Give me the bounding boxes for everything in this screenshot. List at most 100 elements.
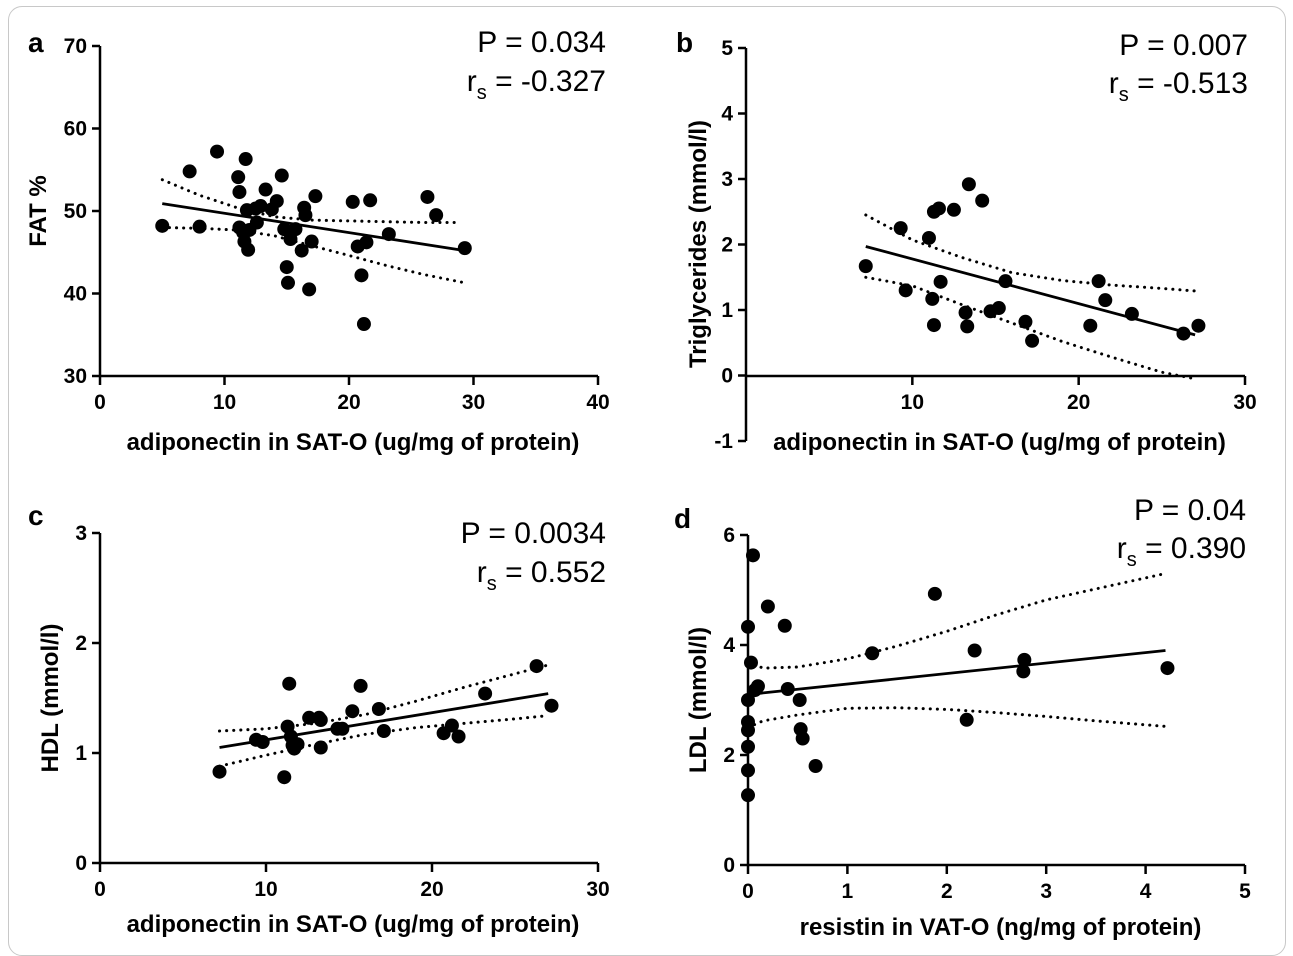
data-point <box>238 152 253 167</box>
data-point <box>277 770 292 785</box>
data-point <box>1098 293 1113 308</box>
data-point <box>274 168 289 183</box>
data-point <box>741 693 755 707</box>
data-point <box>795 731 810 746</box>
ci-lower-band <box>218 714 550 768</box>
x-tick-label: 10 <box>901 391 924 414</box>
data-point <box>946 202 961 217</box>
y-axis-label: Triglycerides (mmol/l) <box>685 120 712 368</box>
data-point <box>192 219 207 234</box>
y-tick-label: 0 <box>75 852 87 875</box>
data-point <box>288 222 303 237</box>
x-tick-label: 40 <box>586 391 609 414</box>
data-point <box>345 194 360 209</box>
data-point <box>308 189 323 204</box>
chart-panel-a: 30 40 50 60 70 0 10 20 30 40 adiponectin in SAT-O … <box>25 26 610 456</box>
data-point <box>858 259 873 274</box>
regression-line <box>865 245 1196 337</box>
panel-letter: c <box>28 500 44 531</box>
ci-upper-band <box>160 178 461 224</box>
data-point <box>925 291 940 306</box>
data-point <box>998 274 1013 289</box>
data-point <box>1083 318 1098 333</box>
data-point <box>792 693 807 707</box>
data-point <box>741 723 755 738</box>
data-point <box>451 729 466 744</box>
data-point <box>294 243 309 258</box>
data-point <box>1091 274 1106 289</box>
r-subscript: s <box>1119 84 1129 106</box>
p-value-label: P = 0.0034 <box>461 517 606 550</box>
data-point <box>1176 326 1191 341</box>
y-tick-label: 6 <box>723 524 735 547</box>
x-tick-label: 0 <box>742 880 754 903</box>
x-tick-label: 20 <box>1067 391 1090 414</box>
data-point <box>282 676 297 691</box>
x-tick-label: 3 <box>1040 880 1052 903</box>
data-point <box>155 218 170 233</box>
ci-lower-band <box>746 706 1167 729</box>
data-point <box>253 199 268 214</box>
x-tick-label: 10 <box>254 878 277 901</box>
data-point <box>1160 661 1175 676</box>
data-point <box>304 234 319 249</box>
ci-lower-band <box>160 226 467 285</box>
data-point <box>313 713 328 727</box>
correlation-label: rs = 0.390 <box>1117 532 1246 571</box>
y-tick-label: 70 <box>64 35 87 58</box>
data-point <box>750 679 765 694</box>
y-tick-label: 3 <box>75 522 87 545</box>
y-axis-label: FAT % <box>25 175 52 247</box>
data-point <box>269 194 284 209</box>
data-point <box>354 268 369 283</box>
data-point <box>961 177 976 192</box>
data-point <box>231 170 246 185</box>
ci-upper-band <box>864 213 1197 293</box>
data-point <box>544 698 559 713</box>
r-symbol: r <box>1117 532 1127 565</box>
data-point <box>212 764 227 779</box>
ci-lower-band <box>864 275 1197 381</box>
data-point <box>927 586 942 601</box>
data-point <box>529 659 544 674</box>
data-point <box>741 739 755 754</box>
data-point <box>376 724 391 738</box>
data-point <box>258 182 273 197</box>
data-point <box>457 241 472 256</box>
x-tick-label: 20 <box>420 878 443 901</box>
y-tick-label: 50 <box>64 200 87 223</box>
x-axis-label: adiponectin in SAT-O (ug/mg of protein) <box>127 911 580 938</box>
y-tick-label: 1 <box>75 742 87 765</box>
regression-line <box>162 202 466 252</box>
x-tick-label: 4 <box>1140 880 1152 903</box>
data-point <box>279 260 294 275</box>
data-point <box>241 242 256 257</box>
x-tick-label: 0 <box>94 878 106 901</box>
data-point <box>933 274 948 289</box>
panel-letter: a <box>28 27 44 58</box>
correlation-label: rs = -0.327 <box>467 65 606 104</box>
y-tick-label: 30 <box>64 365 87 388</box>
regression-line <box>747 649 1166 696</box>
data-point <box>335 721 350 736</box>
data-point <box>232 185 247 200</box>
data-point <box>249 215 264 230</box>
r-value: = 0.552 <box>497 556 606 589</box>
y-axis-label: HDL (mmol/l) <box>37 624 64 773</box>
data-point <box>371 702 386 716</box>
regression-line <box>219 692 549 749</box>
data-point <box>760 599 775 614</box>
data-point <box>444 718 459 733</box>
x-tick-label: 30 <box>586 878 609 901</box>
data-point <box>210 144 225 159</box>
data-point <box>1017 652 1032 667</box>
y-tick-label: 0 <box>721 365 733 388</box>
data-point <box>356 317 371 332</box>
x-axis-label: adiponectin in SAT-O (ug/mg of protein) <box>127 429 580 456</box>
r-subscript: s <box>477 82 487 104</box>
data-point <box>958 305 973 320</box>
correlation-label: rs = -0.513 <box>1109 67 1248 106</box>
y-tick-label: 2 <box>75 632 87 655</box>
